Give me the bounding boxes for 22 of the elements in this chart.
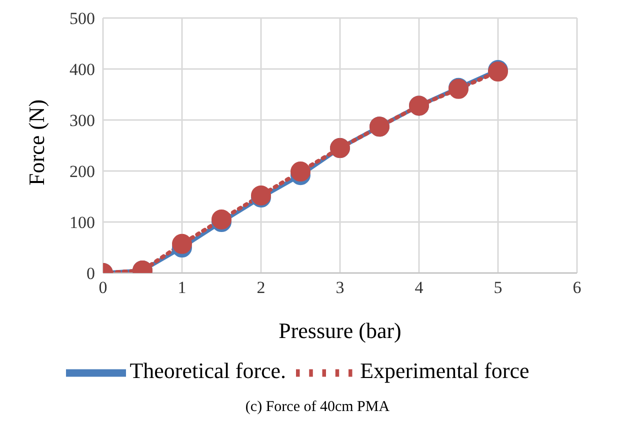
x-tick-label: 5 [494,278,502,298]
x-tick-label: 4 [414,278,424,298]
x-axis-title: Pressure (bar) [278,318,402,343]
y-tick-label: 300 [70,111,95,130]
x-tick-label: 1 [178,278,186,298]
point [290,162,310,182]
x-tick-label: 6 [572,278,582,298]
y-tick-label: 0 [86,264,95,284]
y-axis-title: Force (N) [24,99,49,186]
point [251,185,271,206]
x-tick-label: 0 [98,278,108,298]
point [172,234,192,254]
legend-label: Experimental force [360,358,530,384]
legend-label: Theoretical force. [130,358,286,384]
y-tick-label: 500 [70,9,95,28]
y-tick-label: 200 [70,162,95,182]
point [212,209,232,230]
y-tick-label: 100 [70,213,95,232]
x-tick-label: 3 [336,278,344,298]
text: (c) Force of 40cm PMA [244,399,391,416]
y-tick-label: 400 [70,60,95,80]
x-tick-label: 2 [256,278,266,298]
